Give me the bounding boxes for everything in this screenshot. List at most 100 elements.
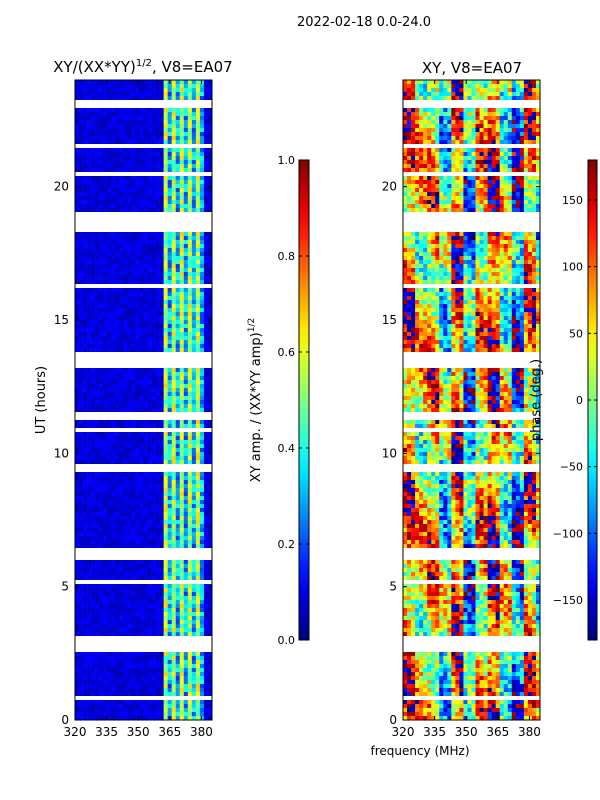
amplitude-cell <box>147 264 152 269</box>
amplitude-cell <box>123 292 128 297</box>
amplitude-cell <box>115 148 120 153</box>
amplitude-cell <box>79 268 84 273</box>
amplitude-cell <box>83 456 88 461</box>
phase-cell <box>403 92 408 97</box>
amplitude-cell <box>191 492 197 497</box>
amplitude-cell <box>103 256 108 261</box>
amplitude-cell <box>107 244 112 249</box>
amplitude-cell <box>151 484 156 489</box>
amplitude-cell <box>163 164 168 169</box>
amplitude-cell <box>167 276 173 281</box>
amplitude-cell <box>203 536 209 541</box>
amplitude-cell <box>99 380 104 385</box>
amplitude-cell <box>107 136 112 141</box>
amplitude-cell <box>171 296 177 301</box>
amplitude-cell <box>143 252 148 257</box>
amplitude-cell <box>127 520 132 525</box>
amplitude-cell <box>167 152 173 157</box>
amplitude-cell <box>199 708 205 713</box>
amplitude-cell <box>143 600 148 605</box>
amplitude-cell <box>155 472 160 477</box>
amplitude-cell <box>155 232 160 237</box>
phase-cell <box>407 128 412 133</box>
phase-cell <box>523 108 529 113</box>
amplitude-cell <box>187 120 193 125</box>
amplitude-cell <box>139 476 144 481</box>
amplitude-cell <box>159 440 164 445</box>
amplitude-cell <box>199 164 205 169</box>
amplitude-cell <box>155 140 160 145</box>
amplitude-cell <box>123 164 128 169</box>
amplitude-cell <box>135 372 140 377</box>
amplitude-cell <box>83 532 88 537</box>
amplitude-cell <box>127 160 132 165</box>
amplitude-cell <box>179 136 185 141</box>
amplitude-cell <box>95 604 100 609</box>
amplitude-cell <box>131 596 136 601</box>
amplitude-cell <box>91 300 96 305</box>
amplitude-cell <box>115 336 120 341</box>
phase-cell <box>459 112 464 117</box>
amplitude-cell <box>79 124 84 129</box>
amplitude-cell <box>183 628 189 633</box>
amplitude-cell <box>191 236 197 241</box>
amplitude-cell <box>187 688 193 693</box>
amplitude-colorbar-label: XY amp. / (XX*YY amp)1/2 <box>247 318 264 482</box>
amplitude-cell <box>183 348 189 353</box>
amplitude-cell <box>87 440 92 445</box>
phase-cell <box>443 88 448 93</box>
amplitude-cell <box>75 344 80 349</box>
amplitude-cell <box>151 460 156 465</box>
amplitude-cell <box>127 432 132 437</box>
amplitude-cell <box>179 432 185 437</box>
amplitude-cell <box>111 148 116 153</box>
amplitude-cell <box>175 476 181 481</box>
phase-cell <box>483 108 488 113</box>
amplitude-cell <box>151 432 156 437</box>
amplitude-cell <box>159 712 164 717</box>
amplitude-cell <box>159 600 164 605</box>
phase-cell <box>419 112 424 117</box>
amplitude-cell <box>207 576 213 581</box>
amplitude-cell <box>99 188 104 193</box>
amplitude-cell <box>179 516 185 521</box>
amplitude-cell <box>191 544 197 549</box>
amplitude-cell <box>95 128 100 133</box>
amplitude-cell <box>207 676 213 681</box>
amplitude-cell <box>199 452 205 457</box>
amplitude-cell <box>91 420 96 425</box>
amplitude-cell <box>95 368 100 373</box>
phase-cell <box>427 124 432 129</box>
amplitude-cell <box>191 96 197 101</box>
phase-cell <box>531 84 537 89</box>
amplitude-cell <box>111 344 116 349</box>
amplitude-cell <box>119 516 124 521</box>
amplitude-cell <box>191 308 197 313</box>
amplitude-cell <box>191 108 197 113</box>
amplitude-cell <box>179 376 185 381</box>
phase-cell <box>531 108 537 113</box>
amplitude-cell <box>163 388 168 393</box>
amplitude-cell <box>79 392 84 397</box>
amplitude-cell <box>191 328 197 333</box>
amplitude-cell <box>155 584 160 589</box>
amplitude-cell <box>79 344 84 349</box>
amplitude-cell <box>143 316 148 321</box>
amplitude-cell <box>139 448 144 453</box>
amplitude-cell <box>167 500 173 505</box>
amplitude-cell <box>207 196 213 201</box>
amplitude-cell <box>87 320 92 325</box>
amplitude-cell <box>155 328 160 333</box>
amplitude-cell <box>191 420 197 425</box>
amplitude-cell <box>139 136 144 141</box>
amplitude-cell <box>103 512 108 517</box>
amplitude-xtick-label: 380 <box>190 725 213 739</box>
amplitude-cell <box>159 608 164 613</box>
amplitude-cell <box>195 512 201 517</box>
amplitude-cell <box>175 520 181 525</box>
amplitude-cell <box>99 608 104 613</box>
amplitude-cell <box>175 624 181 629</box>
amplitude-cell <box>163 608 168 613</box>
amplitude-cell <box>119 492 124 497</box>
amplitude-cell <box>163 108 168 113</box>
